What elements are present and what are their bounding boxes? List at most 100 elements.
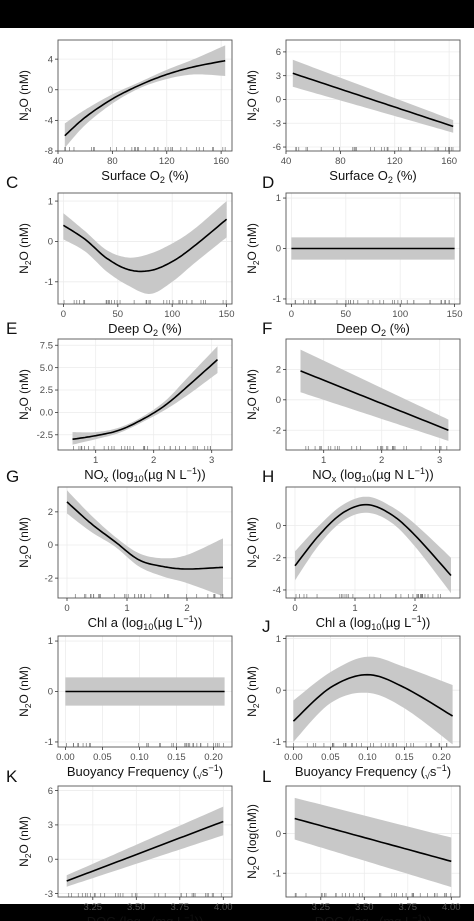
x-axis-label-part-2: (µg L <box>381 615 411 630</box>
y-axis-label: N2O (nM) <box>245 369 261 420</box>
x-axis-label-part-0: DOC (log <box>87 914 141 921</box>
plot-border <box>57 39 233 152</box>
y-axis-label-part-2: O (nM) <box>17 70 31 107</box>
y-axis-label: N2O (nM) <box>17 816 33 867</box>
x-axis-label-part-0: Buoyancy Frequency ( <box>67 764 198 779</box>
fitted-line <box>292 72 454 128</box>
rug-marks <box>64 147 226 151</box>
y-axis-label-part-0: N <box>245 708 259 717</box>
plot-border <box>285 486 461 599</box>
y-tick-label: 0 <box>48 687 53 698</box>
x-axis-label: NOx (log10(µg N L−1)) <box>84 466 205 484</box>
x-tick-label: 3.25 <box>312 902 331 913</box>
y-tick-label: 0 <box>48 540 53 551</box>
x-tick-label: 3.75 <box>171 902 190 913</box>
y-tick-label: 0 <box>276 685 281 696</box>
y-axis-label-part-2: O (nM) <box>245 223 259 260</box>
y-axis-label-part-1: 2 <box>251 865 261 870</box>
y-axis-label: N2O (nM) <box>17 369 33 420</box>
y-tick-label: -4 <box>45 116 53 127</box>
y-axis-label-part-0: N <box>17 858 31 867</box>
rug-marks <box>294 300 450 304</box>
y-tick-label: 0 <box>276 244 281 255</box>
x-tick-label: 4.00 <box>442 902 461 913</box>
rug-marks <box>293 743 448 747</box>
plot-border <box>285 39 461 152</box>
x-tick-label: 3 <box>209 455 214 466</box>
y-tick-label: 1 <box>48 196 53 207</box>
x-tick-label: 160 <box>213 156 229 167</box>
fitted-line <box>294 503 452 577</box>
x-axis-label-part-4: ) <box>447 764 451 779</box>
y-axis-label: N2O (log(nM)) <box>245 804 261 879</box>
y-axis-label: N2O (nM) <box>17 223 33 274</box>
x-axis-label: Deep O2 (%) <box>336 321 410 338</box>
panel-letter: G <box>6 467 19 486</box>
y-axis-label-part-0: N <box>245 559 259 568</box>
panel-letter: K <box>6 767 18 786</box>
y-tick-label: -1 <box>273 294 281 305</box>
y-axis-label-part-1: 2 <box>23 703 33 708</box>
y-axis-label: N2O (nM) <box>245 70 261 121</box>
y-tick-label: 0 <box>276 395 281 406</box>
x-axis-label: Surface O2 (%) <box>329 168 416 185</box>
x-axis-label: Buoyancy Frequency (√s−1) <box>67 763 223 781</box>
confidence-band <box>72 346 218 445</box>
x-axis-label-part-0: NO <box>84 467 104 482</box>
x-tick-label: 1 <box>352 603 357 614</box>
y-tick-label: 3 <box>48 820 53 831</box>
x-axis-label-part-4: (µg N L <box>144 467 187 482</box>
y-tick-label: 2 <box>276 365 281 376</box>
rug-marks <box>63 300 227 304</box>
x-axis-label-part-5: −1 <box>415 466 425 476</box>
plot-border <box>285 785 461 898</box>
panel-l: -1 0 3.25 3.50 3.75 4.00 DOC (log10(mg L−1)) N2… <box>245 767 461 921</box>
plot-border <box>285 635 461 748</box>
y-axis-label-part-0: N <box>17 112 31 121</box>
x-axis-label-part-4: (µg N L <box>372 467 415 482</box>
x-axis-label-part-5: −1 <box>187 466 197 476</box>
x-axis-label-part-0: NO <box>312 467 332 482</box>
y-axis-label-part-2: O (nM) <box>245 517 259 554</box>
x-axis-label-part-2: (%) <box>386 321 410 336</box>
x-tick-label: 0.00 <box>284 752 303 763</box>
x-axis-label-part-3: −1 <box>436 763 446 773</box>
x-tick-label: 120 <box>159 156 175 167</box>
confidence-band <box>64 45 226 148</box>
x-axis-label-part-0: Buoyancy Frequency ( <box>295 764 426 779</box>
rug-marks <box>68 893 222 897</box>
x-axis-label-part-0: Chl a (log <box>316 615 372 630</box>
x-tick-label: 0.10 <box>130 752 149 763</box>
panel-k: -3 0 3 6 3.25 3.50 3.75 4.00 DOC (log10(mg L−1))… <box>6 767 233 921</box>
y-axis-label-part-2: O (nM) <box>245 70 259 107</box>
x-tick-label: 0.15 <box>395 752 414 763</box>
confidence-band <box>292 59 454 133</box>
y-tick-label: 7.5 <box>40 340 53 351</box>
fitted-line <box>64 59 226 137</box>
x-axis-label-part-1: 10 <box>371 622 381 632</box>
x-axis-label-part-0: Deep O <box>336 321 381 336</box>
y-axis-label-part-2: O (nM) <box>17 223 31 260</box>
fitted-line <box>292 673 454 722</box>
y-tick-label: -8 <box>45 146 53 157</box>
y-axis-label-part-1: 2 <box>23 554 33 559</box>
fitted-line <box>66 501 223 570</box>
y-tick-label: 0 <box>276 829 281 840</box>
x-axis-label-part-3: −1 <box>183 614 193 624</box>
y-tick-label: 2 <box>48 507 53 518</box>
x-axis-label-part-1: 2 <box>388 175 393 185</box>
x-axis-label-part-3: 10 <box>362 474 372 484</box>
x-axis-label: Chl a (log10(µg L−1)) <box>316 614 431 632</box>
x-axis-label-part-1: x <box>332 474 337 484</box>
x-tick-label: 80 <box>335 156 346 167</box>
y-axis-label-part-1: 2 <box>23 406 33 411</box>
x-tick-label: 1 <box>321 455 326 466</box>
y-tick-label: 5.0 <box>40 363 53 374</box>
y-axis-label: N2O (nM) <box>17 666 33 717</box>
y-axis-label-part-0: N <box>245 411 259 420</box>
y-axis-label-part-2: O (nM) <box>17 517 31 554</box>
x-axis-label-part-4: ) <box>219 764 223 779</box>
x-tick-label: 3.50 <box>355 902 374 913</box>
